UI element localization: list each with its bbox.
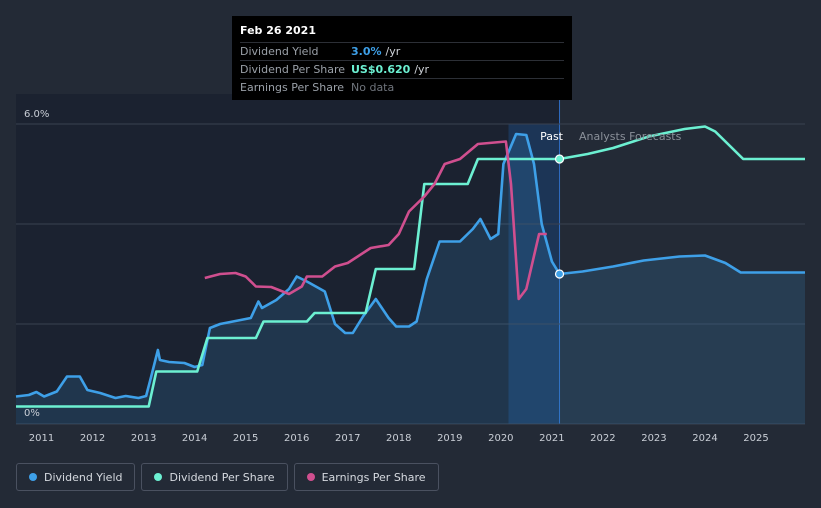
legend-dot-icon	[306, 473, 315, 481]
x-tick-label: 2024	[692, 433, 717, 444]
tooltip-value: No data	[351, 81, 395, 94]
series-line-dividend-yield	[15, 132, 805, 400]
x-tick-label: 2020	[488, 433, 513, 444]
legend-dot-icon	[154, 473, 163, 481]
tooltip-value: 3.0%	[351, 45, 382, 58]
legend-label: Dividend Yield	[44, 470, 123, 484]
past-region	[16, 94, 560, 424]
x-tick-label: 2013	[131, 433, 156, 444]
tooltip-label: Dividend Per Share	[240, 63, 346, 76]
x-tick-label: 2018	[386, 433, 411, 444]
x-tick-label: 2022	[590, 433, 615, 444]
legend-dot-icon	[29, 473, 37, 481]
forecast-label: Analysts Forecasts	[579, 130, 682, 143]
x-tick-label: 2014	[182, 433, 207, 444]
tooltip-value: US$0.620	[351, 63, 411, 76]
legend-label: Earnings Per Share	[321, 470, 426, 484]
y-tick-label: 6.0%	[24, 109, 49, 120]
series-line-earnings-per-share	[204, 140, 547, 301]
legend: Dividend Yield Dividend Per Share Earnin…	[16, 463, 439, 491]
tooltip-row-dividend-yield: Dividend Yield 3.0% /yr	[240, 42, 564, 60]
tooltip-row-dividend-per-share: Dividend Per Share US$0.620 /yr	[240, 60, 564, 78]
x-tick-label: 2017	[335, 433, 360, 444]
x-tick-label: 2011	[29, 433, 54, 444]
legend-item-dividend-per-share[interactable]: Dividend Per Share	[141, 463, 288, 491]
plot-background	[16, 94, 561, 424]
tooltip-unit: /yr	[414, 63, 430, 76]
x-tick-label: 2015	[233, 433, 258, 444]
x-tick-label: 2019	[437, 433, 462, 444]
x-tick-label: 2025	[743, 433, 768, 444]
legend-item-earnings-per-share[interactable]: Earnings Per Share	[293, 463, 439, 491]
past-label: Past	[540, 130, 564, 143]
tooltip: Feb 26 2021 Dividend Yield 3.0% /yr Divi…	[232, 16, 572, 100]
today-markers	[554, 154, 565, 279]
legend-item-dividend-yield[interactable]: Dividend Yield	[16, 463, 136, 491]
series-lines	[15, 125, 805, 408]
tooltip-label: Dividend Yield	[240, 45, 319, 58]
x-tick-label: 2023	[641, 433, 666, 444]
y-tick-label: 0%	[24, 408, 40, 419]
series-area-dividend-yield	[16, 134, 805, 424]
tooltip-label: Earnings Per Share	[240, 81, 345, 94]
y-axis-ticks: 0% 6.0%	[24, 109, 49, 419]
series-line-dividend-per-share	[16, 125, 805, 408]
tooltip-unit: /yr	[385, 45, 401, 58]
tooltip-date: Feb 26 2021	[240, 24, 316, 37]
today-point-dividend-yield	[554, 269, 565, 279]
tooltip-row-earnings-per-share: Earnings Per Share No data	[240, 78, 564, 96]
series-areas	[16, 134, 805, 424]
x-axis-ticks: 2011 2012 2013 2014 2015 2016 2017 2018 2019 2020…	[29, 433, 769, 444]
legend-label: Dividend Per Share	[169, 470, 275, 484]
x-tick-label: 2021	[539, 433, 564, 444]
x-tick-label: 2012	[80, 433, 105, 444]
today-point-dividend-per-share	[554, 154, 565, 164]
x-tick-label: 2016	[284, 433, 309, 444]
